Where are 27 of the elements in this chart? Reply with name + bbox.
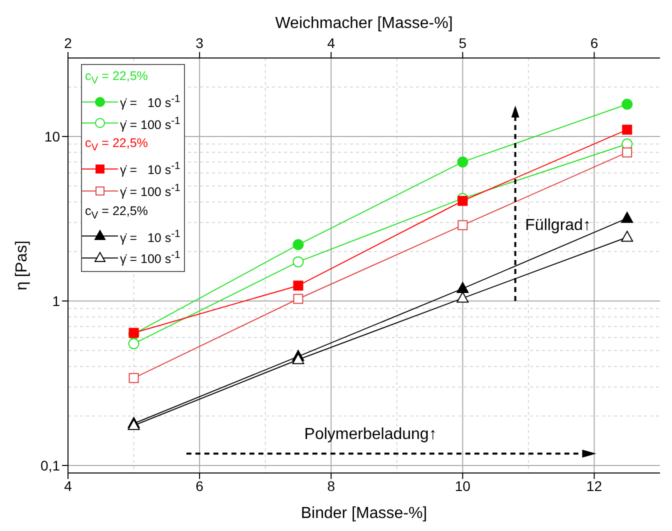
x-tick-label: 12	[586, 478, 602, 494]
y-tick-label: 10	[44, 128, 60, 144]
annotation: Füllgrad↑	[525, 217, 591, 234]
x2-tick-label: 3	[196, 35, 204, 51]
x-tick-label: 4	[64, 478, 72, 494]
legend-label: γ̇ = 10 s$^{-1}$	[120, 93, 180, 112]
x2-tick-label: 4	[327, 35, 336, 51]
annotation: Polymerbeladung↑	[304, 426, 437, 443]
y-tick-label: 1	[52, 292, 60, 309]
x-axis-title: Binder [Masse-%]	[300, 505, 428, 522]
legend-label: γ̇ = 10 s$^{-1}$	[120, 228, 180, 247]
annotation: c$_{V}$ = 22,5%	[85, 204, 148, 222]
y-tick-label: 0,1	[40, 457, 60, 474]
x-tick-label: 8	[327, 478, 336, 494]
y-axis-title: η [Pas]	[14, 240, 31, 290]
x2-axis-title: Weichmacher [Masse-%]	[275, 15, 453, 32]
x-tick-label: 10	[454, 478, 471, 494]
x2-tick-label: 5	[458, 35, 467, 51]
x-tick-label: 6	[196, 478, 204, 494]
x2-tick-label: 2	[64, 35, 72, 51]
legend-label: γ̇ = 100 s$^{-1}$	[120, 182, 180, 202]
annotation: c$_{V}$ = 22,5%	[85, 136, 148, 154]
legend-label: γ̇ = 100 s$^{-1}$	[120, 249, 180, 268]
annotation: c$_{V}$ = 22,5%	[85, 69, 148, 86]
legend-label: γ̇ = 100 s$^{-1}$	[120, 114, 180, 134]
legend-label: γ̇ = 10 s$^{-1}$	[120, 160, 180, 180]
x2-tick-label: 6	[590, 35, 598, 51]
